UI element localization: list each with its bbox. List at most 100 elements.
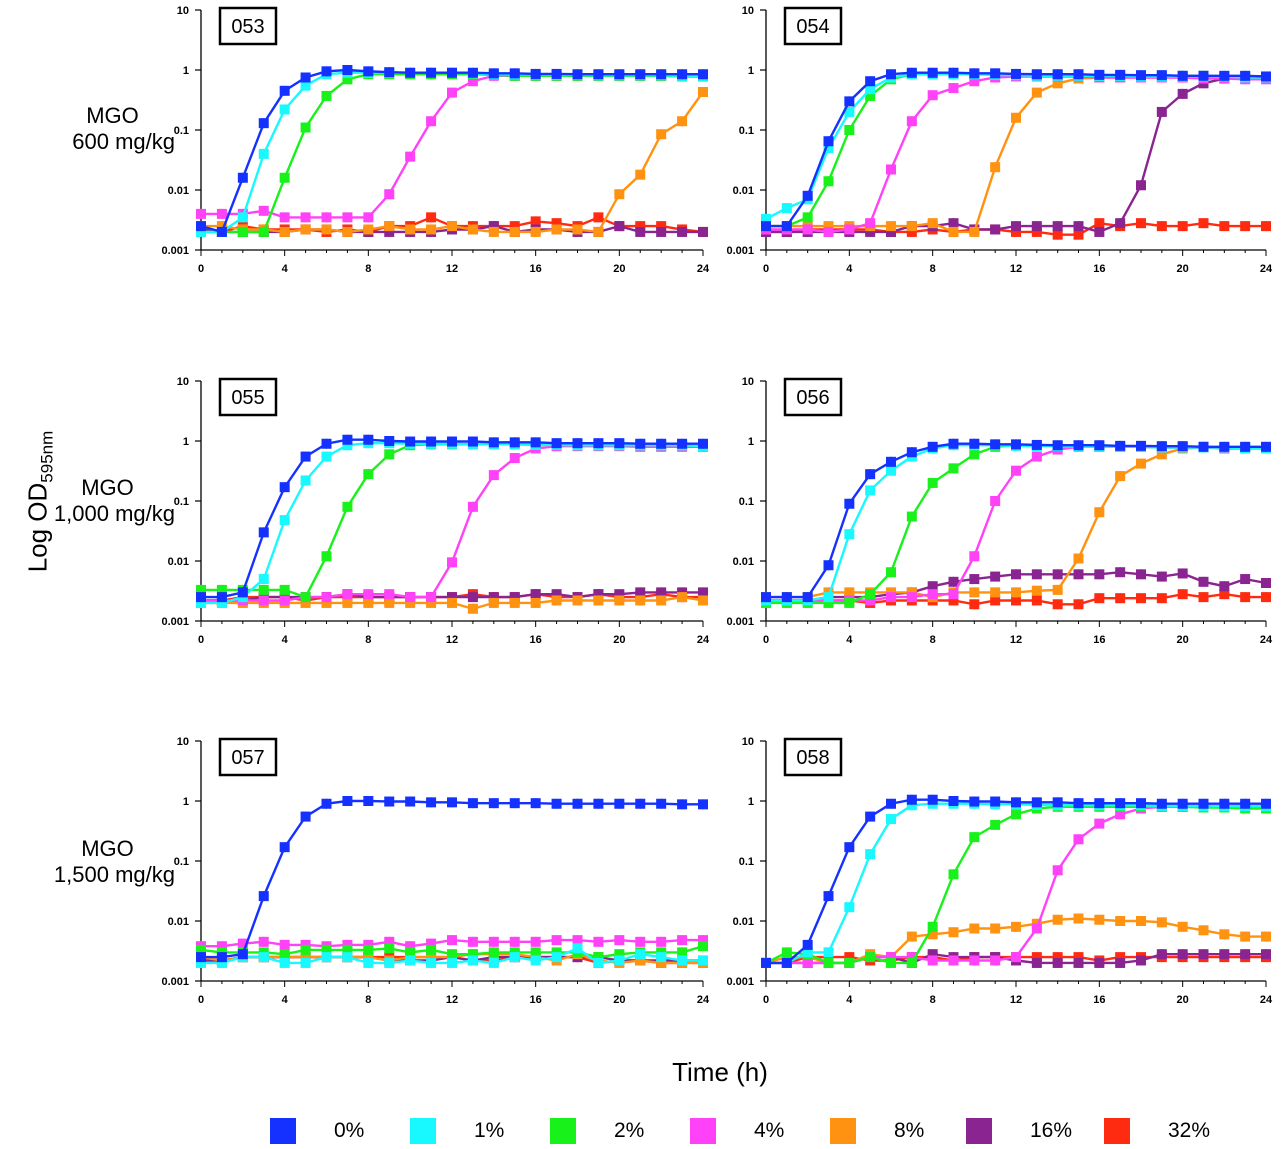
data-point: [1073, 599, 1084, 610]
data-point: [656, 587, 667, 598]
y-tick-label: 0.01: [733, 185, 754, 197]
data-point: [969, 599, 980, 610]
y-tick-label: 0.01: [168, 556, 189, 568]
data-point: [886, 69, 896, 80]
data-point: [447, 87, 457, 98]
data-point: [844, 529, 855, 540]
data-point: [614, 949, 625, 960]
row-label-1-line2: 600 mg/kg: [72, 129, 175, 154]
data-point: [886, 164, 896, 175]
data-point: [300, 952, 311, 963]
data-point: [823, 221, 834, 232]
panel-id-label: 058: [796, 747, 829, 769]
data-point: [1156, 571, 1167, 582]
data-point: [196, 221, 206, 232]
data-point: [258, 574, 269, 585]
x-axis-title: Time (h): [672, 1057, 768, 1087]
data-point: [1156, 441, 1167, 452]
data-point: [927, 949, 938, 960]
panel-id-label: 053: [231, 16, 264, 38]
data-point: [447, 935, 457, 946]
data-point: [1052, 952, 1063, 963]
data-point: [927, 441, 938, 452]
data-point: [279, 212, 290, 223]
data-point: [635, 587, 646, 598]
data-point: [844, 587, 855, 598]
data-point: [1115, 440, 1126, 451]
data-point: [342, 65, 353, 75]
data-point: [1073, 553, 1084, 564]
data-point: [948, 869, 959, 880]
data-point: [342, 944, 353, 955]
data-point: [698, 438, 708, 449]
data-point: [906, 800, 917, 811]
series-0pct: [196, 434, 708, 603]
data-point: [844, 597, 855, 608]
x-tick-label: 8: [930, 994, 936, 1006]
data-point: [1094, 798, 1105, 809]
data-point: [948, 67, 959, 78]
series-0pct: [761, 67, 1271, 232]
data-point: [593, 595, 604, 606]
data-point: [384, 436, 395, 446]
data-point: [237, 938, 248, 949]
data-point: [635, 226, 646, 237]
data-point: [530, 226, 541, 237]
data-point: [258, 584, 269, 595]
data-point: [614, 438, 625, 449]
data-point: [948, 438, 959, 449]
data-point: [488, 592, 499, 603]
data-point: [969, 923, 980, 934]
data-point: [426, 116, 437, 127]
data-point: [1052, 599, 1063, 610]
data-point: [948, 589, 959, 600]
data-point: [237, 212, 248, 223]
x-tick-label: 4: [282, 634, 289, 646]
series-line: [765, 805, 1266, 965]
data-point: [1115, 952, 1126, 963]
data-point: [865, 218, 876, 229]
data-point: [677, 116, 688, 127]
x-tick-label: 24: [697, 634, 710, 646]
data-point: [927, 90, 938, 101]
data-point: [426, 436, 437, 447]
data-point: [593, 957, 604, 968]
data-point: [530, 216, 541, 227]
series-line: [201, 438, 703, 599]
data-point: [1031, 595, 1042, 606]
data-point: [1240, 221, 1251, 232]
data-point: [781, 947, 792, 958]
data-point: [572, 69, 583, 80]
data-point: [405, 151, 416, 162]
y-tick-label: 0.1: [739, 856, 754, 868]
y-tick-label: 0.01: [168, 185, 189, 197]
data-point: [300, 592, 311, 603]
data-point: [426, 67, 437, 78]
data-point: [321, 90, 332, 101]
data-point: [677, 935, 688, 946]
series-line: [201, 72, 703, 234]
data-point: [1136, 955, 1146, 966]
data-point: [321, 438, 332, 449]
data-point: [865, 485, 876, 496]
x-tick-label: 16: [530, 263, 542, 275]
data-point: [1031, 451, 1042, 462]
data-point: [1094, 957, 1105, 968]
data-point: [823, 136, 834, 147]
y-tick-label: 1: [748, 436, 754, 448]
data-point: [865, 595, 876, 606]
data-point: [1115, 798, 1126, 809]
legend-swatch-0: [270, 1118, 296, 1144]
data-point: [1073, 834, 1084, 845]
data-point: [384, 796, 395, 807]
data-point: [886, 814, 896, 825]
data-point: [551, 218, 562, 229]
x-tick-label: 12: [446, 263, 458, 275]
series-8pct: [761, 72, 1271, 237]
data-point: [342, 597, 353, 608]
data-point: [216, 941, 227, 952]
data-point: [321, 451, 332, 462]
x-tick-label: 20: [613, 634, 625, 646]
data-point: [1219, 798, 1230, 809]
